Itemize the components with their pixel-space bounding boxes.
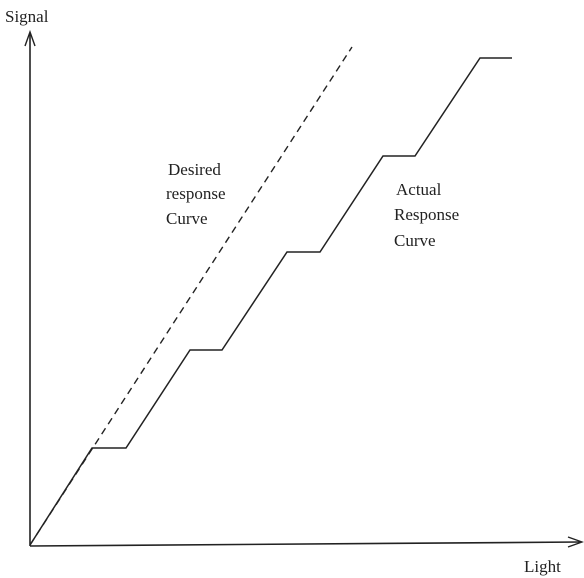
annotation-line: response (166, 184, 225, 203)
annotation-line: Response (394, 205, 459, 224)
annotation-line: Curve (166, 209, 208, 228)
y-axis-arrow (24, 29, 36, 47)
y-axis-label: Signal (5, 7, 49, 26)
x-axis (29, 541, 581, 547)
actual-curve (29, 57, 512, 546)
annotation-line: Desired (168, 160, 221, 179)
x-axis-arrow (567, 536, 584, 548)
x-axis-label: Light (524, 557, 561, 576)
annotation-line: Curve (394, 231, 436, 250)
annotation-line: Actual (396, 180, 442, 199)
